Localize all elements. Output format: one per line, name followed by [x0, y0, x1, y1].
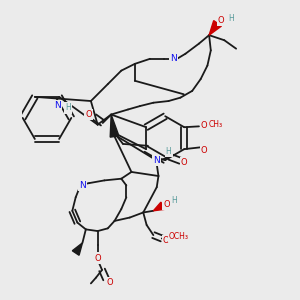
Text: O: O: [106, 278, 113, 287]
Text: O: O: [164, 200, 170, 208]
Text: N: N: [54, 101, 61, 110]
Polygon shape: [153, 202, 165, 211]
Text: O: O: [201, 146, 207, 155]
Text: OCH₃: OCH₃: [169, 232, 189, 241]
Text: O: O: [94, 254, 101, 262]
Text: N: N: [153, 156, 160, 165]
Polygon shape: [110, 115, 119, 137]
Text: N: N: [79, 181, 86, 190]
Text: H: H: [228, 14, 234, 23]
Text: O: O: [181, 158, 188, 167]
Text: CH₃: CH₃: [209, 120, 223, 129]
Text: O: O: [85, 110, 92, 119]
Text: H: H: [171, 196, 177, 205]
Text: O: O: [218, 16, 224, 25]
Polygon shape: [209, 21, 221, 35]
Text: H: H: [166, 147, 172, 156]
Text: H: H: [65, 103, 71, 112]
Text: O: O: [201, 121, 207, 130]
Text: N: N: [170, 54, 177, 63]
Text: O: O: [163, 236, 169, 245]
Polygon shape: [72, 243, 82, 255]
